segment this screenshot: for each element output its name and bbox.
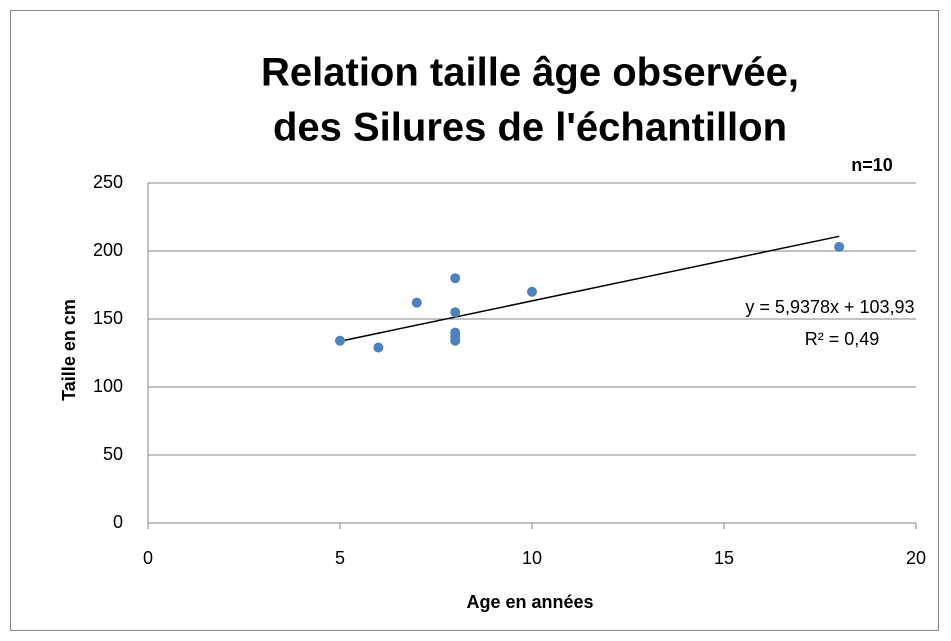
chart-title: des Silures de l'échantillon [273,106,787,150]
point [450,273,461,284]
chart-frame [10,10,939,631]
chart-title: Relation taille âge observée, [261,51,799,95]
x-tick-label: 15 [714,548,734,568]
x-tick-label: 10 [522,548,542,568]
y-axis-title: Taille en cm [59,299,79,401]
y-tick-label: 150 [93,308,123,328]
x-tick-label: 5 [335,548,345,568]
point [834,241,845,252]
x-tick-label: 0 [143,548,153,568]
point [373,342,384,353]
x-tick-label: 20 [906,548,926,568]
y-tick-label: 50 [103,444,123,464]
y-tick-label: 200 [93,240,123,260]
trendline [339,235,840,343]
y-tick-label: 0 [113,512,123,532]
point [335,335,345,346]
point [450,335,461,346]
y-tick-label: 250 [93,172,123,192]
trendline-equation: y = 5,9378x + 103,93 [745,297,914,317]
annotation: n=10 [851,155,893,175]
trendline-r2: R² = 0,49 [805,329,880,349]
point [450,307,461,318]
x-axis-title: Age en années [466,592,593,612]
point [527,286,537,297]
y-tick-label: 100 [93,376,123,396]
point [411,297,422,308]
